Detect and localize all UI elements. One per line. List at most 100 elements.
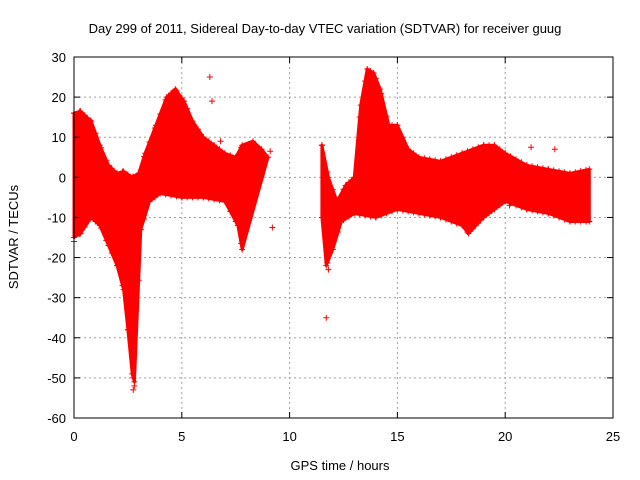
edge-marker <box>221 150 228 157</box>
x-tick-label: 25 <box>606 429 620 444</box>
edge-marker <box>453 220 460 227</box>
edge-marker <box>405 208 412 215</box>
edge-marker <box>200 134 207 141</box>
upper-envelope-marker <box>142 150 149 157</box>
edge-marker <box>534 208 541 215</box>
upper-envelope-marker <box>129 174 136 181</box>
edge-marker <box>81 112 88 119</box>
edge-marker <box>76 231 83 238</box>
edge-marker <box>157 190 164 197</box>
edge-marker <box>108 165 115 172</box>
edge-marker <box>168 192 175 199</box>
edge-marker <box>496 146 503 153</box>
edge-marker <box>335 228 342 235</box>
edge-marker <box>200 194 207 201</box>
edge-marker <box>130 374 137 381</box>
edge-marker <box>529 163 536 170</box>
edge-marker <box>491 142 498 149</box>
edge-marker <box>318 142 325 149</box>
edge-marker <box>523 162 530 169</box>
edge-marker <box>378 212 385 219</box>
edge-marker <box>518 204 525 211</box>
plot-frame <box>73 56 614 419</box>
edge-marker <box>178 95 185 102</box>
outlier-marker <box>206 74 213 81</box>
edge-marker <box>437 214 444 221</box>
y-tick-label: -30 <box>47 291 66 306</box>
edge-marker <box>496 202 503 209</box>
edge-marker <box>124 326 131 333</box>
edge-marker <box>486 210 493 217</box>
edge-marker <box>130 173 137 180</box>
edge-marker <box>448 218 455 225</box>
edge-marker <box>389 208 396 215</box>
edge-marker <box>583 218 590 225</box>
edge-marker <box>211 196 218 203</box>
edge-marker <box>351 174 358 181</box>
outlier-marker <box>325 266 332 273</box>
edge-marker <box>383 113 390 120</box>
lower-envelope-marker <box>465 230 472 237</box>
edge-marker <box>329 246 336 253</box>
edge-marker <box>114 170 121 177</box>
edge-marker <box>480 142 487 149</box>
edge-marker <box>421 211 428 218</box>
y-tick-label: 30 <box>52 50 66 65</box>
y-tick-label: -60 <box>47 411 66 426</box>
edge-marker <box>459 150 466 157</box>
edge-marker <box>345 213 352 220</box>
upper-envelope-marker <box>163 94 170 101</box>
edge-marker <box>157 110 164 117</box>
y-axis-label: SDTVAR / TECUs <box>6 184 21 289</box>
edge-marker <box>103 237 110 244</box>
edge-marker <box>81 224 88 231</box>
edge-marker <box>372 214 379 221</box>
edge-marker <box>87 117 94 124</box>
edge-marker <box>415 154 422 161</box>
edge-marker <box>162 96 169 103</box>
edge-marker <box>464 148 471 155</box>
edge-marker <box>502 150 509 157</box>
edge-marker <box>221 198 228 205</box>
upper-envelope-marker <box>325 174 332 181</box>
edge-marker <box>507 153 514 160</box>
edge-marker <box>178 194 185 201</box>
edge-marker <box>146 198 153 205</box>
edge-marker <box>550 212 557 219</box>
edge-marker <box>151 194 158 201</box>
y-tick-label: -10 <box>47 210 66 225</box>
edge-marker <box>329 186 336 193</box>
edge-marker <box>232 218 239 225</box>
edge-marker <box>577 218 584 225</box>
outlier-marker <box>131 382 138 389</box>
edge-marker <box>539 209 546 216</box>
edge-marker <box>367 213 374 220</box>
lower-envelope-marker <box>323 262 330 269</box>
edge-marker <box>561 216 568 223</box>
edge-marker <box>97 224 104 231</box>
outlier-marker <box>130 386 137 393</box>
y-tick-label: -50 <box>47 371 66 386</box>
edge-marker <box>211 142 218 149</box>
x-tick-label: 20 <box>498 429 512 444</box>
edge-marker <box>556 214 563 221</box>
edge-marker <box>534 164 541 171</box>
edge-marker <box>238 240 245 247</box>
edge-marker <box>426 212 433 219</box>
edge-marker <box>459 222 466 229</box>
chart-title: Day 299 of 2011, Sidereal Day-to-day VTE… <box>89 21 562 36</box>
edge-marker <box>566 218 573 225</box>
edge-marker <box>405 146 412 153</box>
edge-marker <box>556 168 563 175</box>
edge-marker <box>475 144 482 151</box>
outlier-marker <box>217 138 224 145</box>
edge-marker <box>119 168 126 175</box>
upper-envelope-marker <box>364 66 371 73</box>
edge-marker <box>141 215 148 222</box>
outlier-marker <box>323 314 330 321</box>
grid-lines <box>73 56 614 419</box>
edge-marker <box>550 167 557 174</box>
edge-marker <box>502 198 509 205</box>
y-tick-label: -20 <box>47 251 66 266</box>
edge-marker <box>539 165 546 172</box>
